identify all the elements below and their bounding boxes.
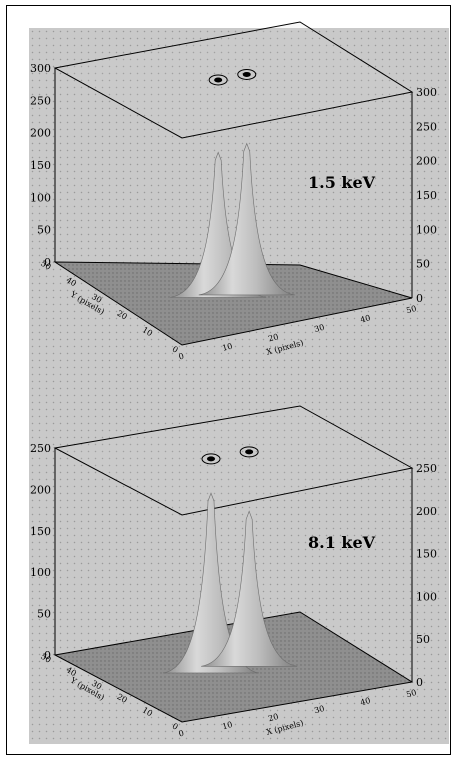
y-tick: 0 [171,344,180,354]
y-tick: 40 [65,665,78,678]
contour-outer-1 [201,453,221,465]
x-tick: 30 [313,323,325,334]
z-tick-left: 50 [37,608,51,621]
z-tick-left: 300 [30,62,51,75]
contour-core-1 [207,456,216,462]
y-tick: 20 [115,309,128,322]
z-tick-left: 150 [30,525,51,538]
z-tick-right: 100 [416,223,437,236]
z-tick-right: 0 [416,292,423,305]
z-tick-right: 100 [416,590,437,603]
y-tick: 0 [171,721,180,731]
z-tick-right: 250 [416,120,437,133]
z-tick-right: 200 [416,505,437,518]
z-tick-left: 200 [30,127,51,140]
y-tick: 40 [65,275,78,288]
y-tick: 30 [90,679,103,692]
contour-core-1 [214,77,223,83]
peak-2 [198,142,295,296]
contour-plane [53,405,414,516]
z-tick-right: 150 [416,189,437,202]
y-tick: 30 [90,292,103,305]
x-tick: 40 [359,696,371,707]
x-tick: 10 [221,342,233,353]
x-tick: 40 [359,313,371,324]
z-tick-left: 250 [30,94,51,107]
contour-plane [53,21,414,139]
x-tick: 0 [178,729,185,739]
z-tick-left: 0 [44,256,51,269]
z-tick-left: 0 [44,649,51,662]
z-tick-left: 100 [30,566,51,579]
energy-label: 1.5 keV [308,173,376,192]
contour-outer-2 [239,446,259,458]
x-tick: 20 [267,712,279,723]
z-tick-right: 150 [416,548,437,561]
energy-label: 8.1 keV [308,533,376,552]
y-tick: 10 [141,325,154,338]
y-tick: 10 [141,705,154,718]
surface-panel-2: 0050501001001501502002002502500102030405… [30,405,437,739]
z-tick-right: 200 [416,155,437,168]
x-tick: 30 [313,704,325,715]
y-axis-title: Y (pixels) [68,289,106,316]
z-tick-left: 100 [30,191,51,204]
contour-outer-1 [208,74,228,86]
contour-core-2 [242,71,251,77]
x-tick: 50 [405,688,417,699]
x-tick: 0 [178,352,185,362]
z-tick-right: 0 [416,676,423,689]
contour-outer-2 [237,68,257,80]
x-tick: 20 [267,332,279,343]
contour-core-2 [245,449,254,455]
z-tick-right: 300 [416,86,437,99]
peak-2 [201,510,298,667]
y-tick: 20 [115,692,128,705]
x-tick: 10 [221,720,233,731]
z-tick-right: 50 [416,258,430,271]
x-tick: 50 [405,304,417,315]
y-tick: 50 [39,259,52,272]
z-tick-right: 250 [416,462,437,475]
z-tick-left: 200 [30,483,51,496]
z-tick-left: 150 [30,159,51,172]
z-tick-left: 250 [30,442,51,455]
z-tick-right: 50 [416,633,430,646]
surface-panel-1: 0050501001001501502002002502503003000102… [30,21,437,362]
y-tick: 50 [39,652,52,665]
z-tick-left: 50 [37,224,51,237]
